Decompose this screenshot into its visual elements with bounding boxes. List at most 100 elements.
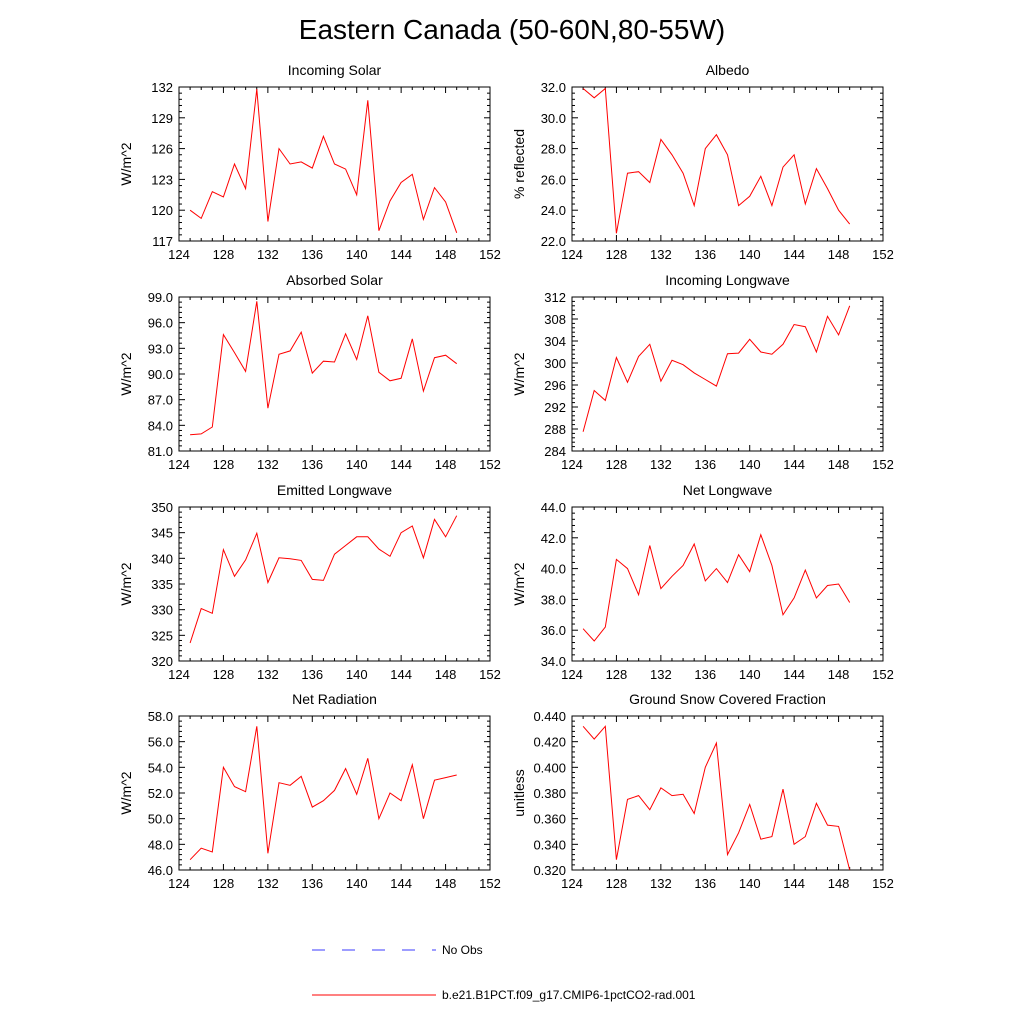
y-tick-label: 304	[544, 334, 566, 349]
y-tick-label: 0.360	[533, 812, 566, 827]
x-tick-label: 136	[301, 457, 323, 472]
panel-net-radiation: Net Radiation W/m^2 124 128 132 136 140 144 148 1…	[118, 691, 501, 891]
x-tick-label: 140	[346, 247, 368, 262]
x-tick-label: 140	[346, 876, 368, 891]
x-tick-label: 132	[650, 457, 672, 472]
x-tick-label: 144	[783, 457, 805, 472]
panel-absorbed-solar: Absorbed Solar W/m^2 124 128 132 136 140 144 148…	[118, 272, 501, 472]
y-tick-label: 44.0	[541, 500, 566, 515]
x-tick-label: 136	[301, 247, 323, 262]
y-tick-label: 81.0	[148, 444, 173, 459]
y-tick-label: 42.0	[541, 531, 566, 546]
y-tick-label: 312	[544, 290, 566, 305]
y-tick-label: 300	[544, 356, 566, 371]
y-axis-label: W/m^2	[118, 352, 134, 395]
x-tick-label: 148	[828, 457, 850, 472]
x-tick-label: 128	[213, 247, 235, 262]
x-tick-label: 144	[390, 667, 412, 682]
series-line-model	[582, 725, 851, 871]
x-tick-label: 132	[257, 457, 279, 472]
y-axis-label: W/m^2	[511, 562, 527, 605]
x-tick-label: 124	[561, 876, 583, 891]
y-axis-label: W/m^2	[118, 771, 134, 814]
x-tick-label: 144	[783, 247, 805, 262]
x-tick-label: 132	[257, 667, 279, 682]
x-tick-label: 152	[479, 876, 501, 891]
x-tick-label: 128	[606, 667, 628, 682]
x-tick-label: 132	[650, 667, 672, 682]
x-tick-label: 140	[739, 667, 761, 682]
x-tick-label: 132	[257, 876, 279, 891]
y-tick-label: 340	[151, 551, 173, 566]
y-tick-label: 54.0	[148, 760, 173, 775]
y-tick-label: 132	[151, 80, 173, 95]
panel-title: Emitted Longwave	[277, 482, 392, 498]
x-tick-label: 152	[872, 457, 894, 472]
y-tick-label: 296	[544, 378, 566, 393]
x-tick-label: 144	[783, 667, 805, 682]
x-tick-label: 132	[257, 247, 279, 262]
plot-frame	[571, 86, 884, 242]
y-tick-label: 22.0	[541, 234, 566, 249]
x-tick-label: 148	[828, 247, 850, 262]
series-line-model	[189, 89, 458, 233]
y-tick-label: 32.0	[541, 80, 566, 95]
plot-frame	[571, 296, 884, 452]
panel-ground-snow-covered-fraction: Ground Snow Covered Fraction unitless 124 1…	[511, 691, 894, 891]
x-tick-label: 124	[168, 876, 190, 891]
y-tick-label: 292	[544, 400, 566, 415]
y-tick-label: 38.0	[541, 592, 566, 607]
x-tick-label: 136	[694, 247, 716, 262]
y-tick-label: 284	[544, 444, 566, 459]
chart-panels: Incoming Solar W/m^2 124 128 132 136 140 144 148…	[118, 62, 894, 891]
x-tick-label: 152	[479, 247, 501, 262]
x-tick-label: 140	[739, 247, 761, 262]
x-tick-label: 148	[435, 457, 457, 472]
figure-title: Eastern Canada (50-60N,80-55W)	[298, 14, 726, 45]
y-tick-label: 96.0	[148, 316, 173, 331]
y-tick-label: 320	[151, 654, 173, 669]
x-tick-label: 152	[872, 247, 894, 262]
x-tick-label: 144	[783, 876, 805, 891]
y-tick-label: 26.0	[541, 172, 566, 187]
panel-albedo: Albedo % reflected 124 128 132 136 140 144 148 15…	[511, 62, 894, 262]
panel-incoming-longwave: Incoming Longwave W/m^2 124 128 132 136 140 144…	[511, 272, 894, 472]
series-line-model	[582, 305, 851, 432]
y-tick-label: 350	[151, 500, 173, 515]
x-tick-label: 136	[694, 667, 716, 682]
y-tick-label: 24.0	[541, 203, 566, 218]
panel-title: Albedo	[706, 62, 750, 78]
legend-obs-label: No Obs	[442, 943, 483, 957]
panel-title: Incoming Longwave	[665, 272, 790, 288]
x-tick-label: 152	[872, 667, 894, 682]
x-tick-label: 136	[694, 457, 716, 472]
x-tick-label: 124	[561, 247, 583, 262]
y-axis-label: unitless	[511, 769, 527, 816]
x-tick-label: 140	[739, 457, 761, 472]
x-tick-label: 124	[561, 667, 583, 682]
x-tick-label: 124	[561, 457, 583, 472]
y-tick-label: 50.0	[148, 812, 173, 827]
y-tick-label: 345	[151, 526, 173, 541]
plot-frame	[178, 506, 491, 662]
x-tick-label: 124	[168, 667, 190, 682]
plot-frame	[178, 296, 491, 452]
y-tick-label: 84.0	[148, 418, 173, 433]
y-tick-label: 335	[151, 577, 173, 592]
x-tick-label: 128	[213, 457, 235, 472]
x-tick-label: 140	[346, 667, 368, 682]
y-tick-label: 120	[151, 203, 173, 218]
y-tick-label: 48.0	[148, 837, 173, 852]
x-tick-label: 128	[606, 247, 628, 262]
series-line-model	[189, 515, 458, 644]
y-tick-label: 90.0	[148, 367, 173, 382]
y-tick-label: 0.380	[533, 786, 566, 801]
plot-frame	[178, 715, 491, 871]
series-line-model	[189, 726, 457, 861]
y-tick-label: 99.0	[148, 290, 173, 305]
series-line-model	[582, 87, 851, 234]
x-tick-label: 148	[435, 667, 457, 682]
y-tick-label: 117	[152, 234, 173, 249]
x-tick-label: 136	[301, 876, 323, 891]
